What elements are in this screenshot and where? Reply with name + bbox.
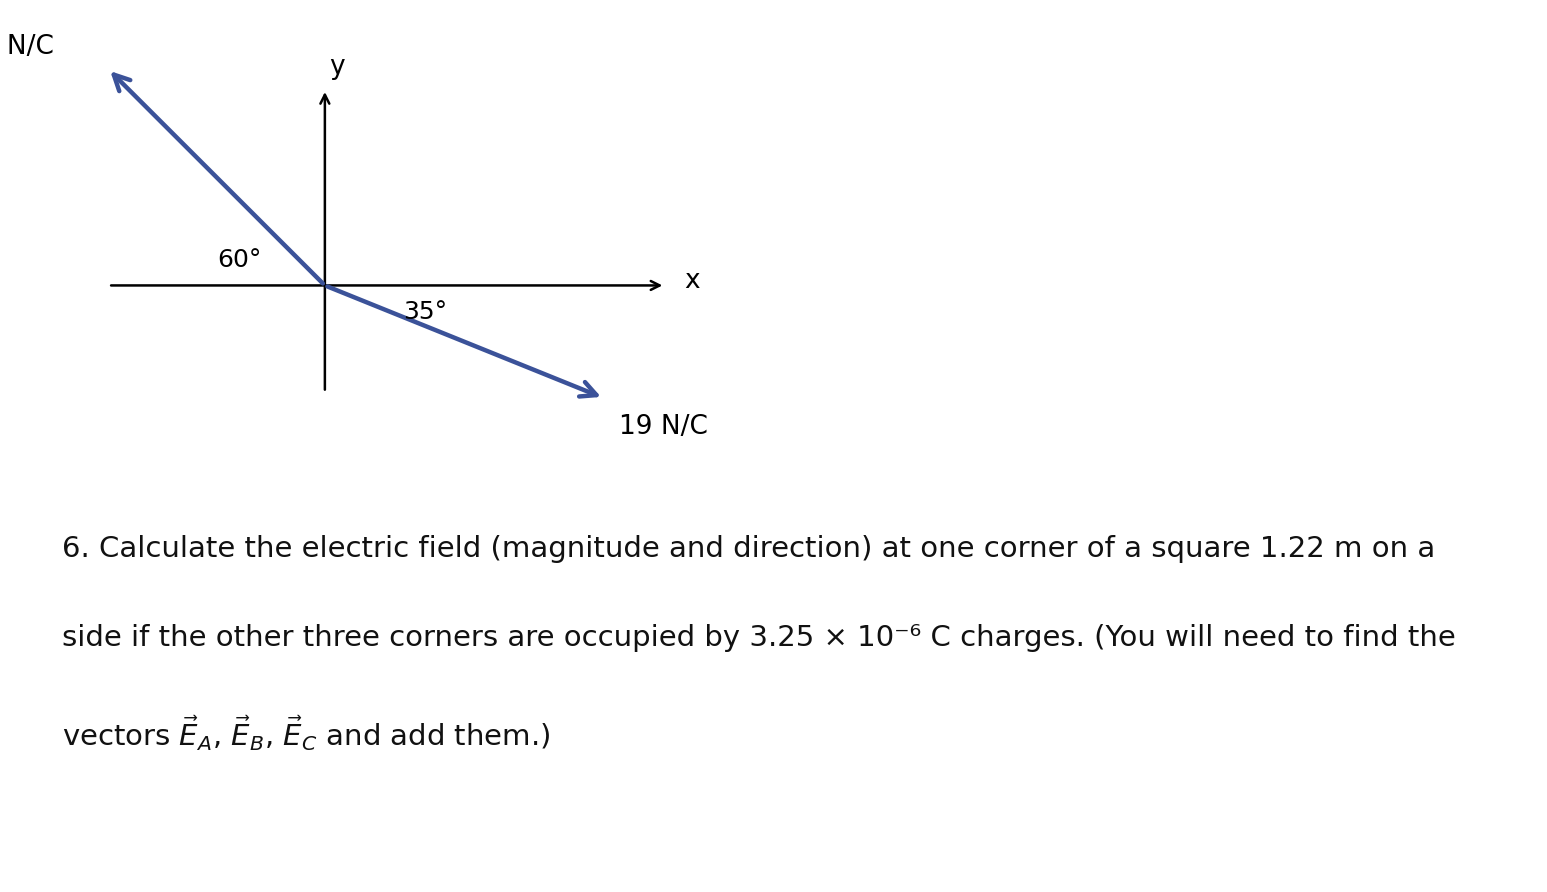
Text: 35°: 35° (404, 301, 447, 324)
Text: side if the other three corners are occupied by 3.25 × 10⁻⁶ C charges. (You will: side if the other three corners are occu… (62, 624, 1456, 652)
Text: 60°: 60° (218, 249, 261, 272)
Text: 6. Calculate the electric field (magnitude and direction) at one corner of a squ: 6. Calculate the electric field (magnitu… (62, 535, 1436, 563)
Text: x: x (684, 268, 699, 294)
Text: 19 N/C: 19 N/C (619, 414, 709, 440)
Text: 35 N/C: 35 N/C (0, 34, 54, 61)
Text: vectors $\vec{E}_A$, $\vec{E}_B$, $\vec{E}_C$ and add them.): vectors $\vec{E}_A$, $\vec{E}_B$, $\vec{… (62, 714, 551, 753)
Text: y: y (330, 54, 345, 80)
